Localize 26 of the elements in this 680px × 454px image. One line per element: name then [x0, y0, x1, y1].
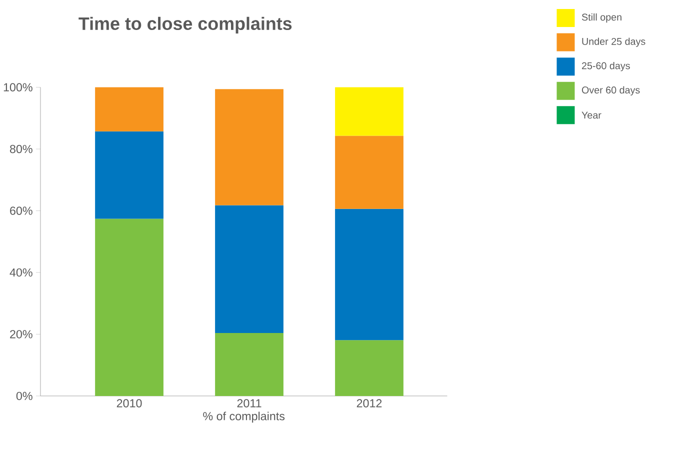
x-tick-label: 2012 [356, 399, 382, 408]
x-axis-title: % of complaints [203, 412, 285, 423]
x-tick-label: 2010 [116, 399, 142, 408]
bar [215, 205, 284, 334]
bar [335, 87, 404, 136]
bar [215, 89, 284, 206]
y-tick-label: 80% [10, 145, 32, 154]
y-tick-label: 20% [10, 330, 32, 339]
bar [335, 340, 404, 396]
y-tick-label: 60% [10, 206, 32, 216]
legend-label: Year [582, 112, 602, 119]
legend-label: Still open [582, 14, 622, 23]
bar [95, 218, 164, 396]
bar [95, 87, 164, 132]
bar [215, 333, 284, 396]
chart-title: Time to close complaints [78, 17, 292, 34]
legend-label: Under 25 days [582, 38, 646, 48]
y-tick-label: 40% [10, 268, 32, 277]
x-tick-label: 2011 [237, 399, 262, 408]
bar [95, 132, 164, 219]
y-tick-label: 100% [4, 83, 32, 92]
y-tick-label: 0% [16, 392, 32, 400]
bar [335, 136, 404, 210]
legend-label: Over 60 days [582, 86, 640, 96]
legend-label: 25-60 days [582, 62, 630, 72]
bar [335, 209, 404, 340]
